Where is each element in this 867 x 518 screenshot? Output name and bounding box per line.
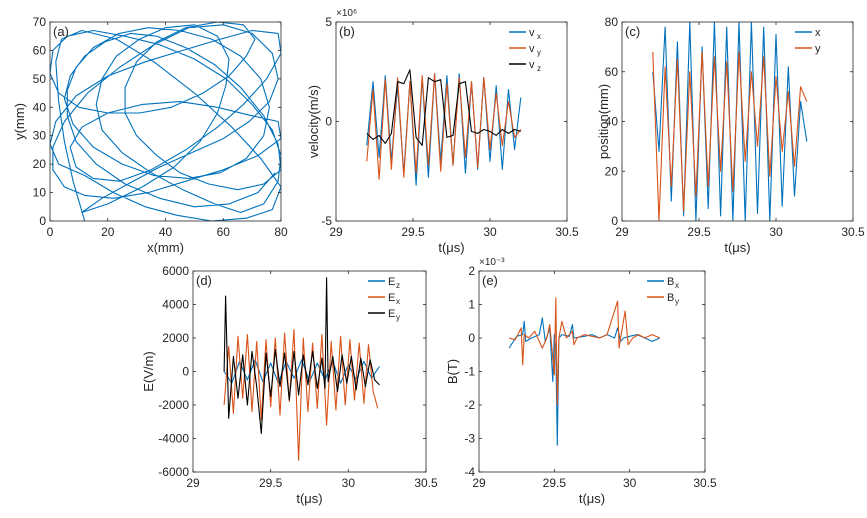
panel-d-ytick-label: -2000	[158, 398, 189, 412]
panel-d-ytick-label: 4000	[162, 298, 189, 312]
panel-e-ytick-label: -1	[464, 365, 475, 379]
panel-d-xtick-label: 29.5	[259, 476, 283, 490]
panel-e-legend-label: B	[667, 276, 674, 288]
panel-e-xtick-label: 29.5	[543, 476, 567, 490]
panel-a-xlabel: x(mm)	[147, 240, 184, 255]
panel-b-label: (b)	[339, 24, 355, 39]
panel-e-ylabel: B(T)	[445, 359, 460, 384]
panel-e-ytick-label: 1	[468, 298, 475, 312]
panel-b-ytick-label: -5	[321, 214, 332, 228]
panel-c-xtick-label: 29.5	[687, 225, 711, 239]
panel-c-ytick-label: 20	[605, 164, 619, 178]
panel-b-legend-label: v	[529, 43, 535, 55]
panel-a-ytick-label: 60	[33, 43, 47, 57]
panel-e-legend-subscript: x	[675, 281, 679, 290]
panel-c-xtick-label: 30	[769, 225, 783, 239]
panel-b-legend-label: v	[529, 59, 535, 71]
panel-d-xlabel: t(μs)	[296, 491, 322, 506]
panel-a-ytick-label: 0	[39, 214, 46, 228]
panel-d-legend-subscript: y	[396, 313, 400, 322]
panel-d-ytick-label: 2000	[162, 331, 189, 345]
panel-b-ytick-label: 0	[325, 115, 332, 129]
panel-a-ytick-label: 40	[33, 100, 47, 114]
panel-d-series-Ex	[223, 329, 379, 461]
panel-e-series-By	[508, 297, 661, 406]
panel-b-xtick-label: 29	[329, 225, 343, 239]
panel-a-axes-box	[49, 21, 282, 222]
panel-b-legend-label: v	[529, 27, 535, 39]
panel-a-xtick-label: 60	[217, 225, 231, 239]
panel-a-ytick-label: 70	[33, 15, 47, 29]
panel-a-ytick-label: 20	[33, 157, 47, 171]
panel-d-series-Ey	[223, 277, 380, 435]
panel-b-legend-subscript: y	[537, 48, 541, 57]
panel-e-legend-subscript: y	[675, 297, 679, 306]
panel-b-ytick-label: 5	[325, 15, 332, 29]
panel-e-legend-label: B	[667, 292, 674, 304]
panel-c-label: (c)	[625, 24, 640, 39]
panel-a-series-trajectory	[50, 22, 281, 221]
panel-c-xlabel: t(μs)	[724, 240, 750, 255]
panel-b-legend-subscript: z	[537, 64, 541, 73]
panel-c-ytick-label: 40	[605, 115, 619, 129]
panel-e-ytick-label: -4	[464, 465, 475, 479]
panel-b-xtick-label: 29.5	[401, 225, 425, 239]
panel-c-xtick-label: 29	[615, 225, 629, 239]
panel-e-xtick-label: 29	[472, 476, 486, 490]
panel-c-xtick-label: 30.5	[841, 225, 865, 239]
panel-b-y-exponent: ×10⁶	[336, 8, 357, 19]
panel-d-ytick-label: -6000	[158, 465, 189, 479]
panel-b-series-vy	[366, 73, 522, 180]
panel-e-ytick-label: -2	[464, 398, 475, 412]
panel-e-ytick-label: 0	[468, 331, 475, 345]
panel-b-xtick-label: 30	[483, 225, 497, 239]
panel-d-legend-label: E	[388, 308, 395, 320]
panel-e-xtick-label: 30.5	[693, 476, 717, 490]
panel-b-ylabel: velocity(m/s)	[306, 85, 321, 158]
panel-a-label: (a)	[53, 24, 69, 39]
panel-b-legend-subscript: x	[537, 32, 541, 41]
panel-a-xtick-label: 40	[159, 225, 173, 239]
panel-c-ylabel: position(mm)	[596, 84, 611, 159]
panel-e-ytick-label: 2	[468, 264, 475, 278]
panel-d-legend-subscript: z	[396, 281, 400, 290]
panel-d-ytick-label: 0	[182, 365, 189, 379]
panel-d-xtick-label: 30.5	[414, 476, 438, 490]
panel-e-xlabel: t(μs)	[579, 491, 605, 506]
panel-d-legend-subscript: x	[396, 297, 400, 306]
panel-d-legend-label: E	[388, 292, 395, 304]
panel-b-series-vz	[366, 69, 521, 146]
panel-a-xtick-label: 0	[47, 225, 54, 239]
panel-c-ytick-label: 80	[605, 15, 619, 29]
panel-d-label: (d)	[196, 273, 212, 288]
panel-a-ylabel: y(mm)	[12, 103, 27, 140]
panel-d-xtick-label: 30	[342, 476, 356, 490]
panel-a-xtick-label: 80	[274, 225, 288, 239]
panel-b-xtick-label: 30.5	[555, 225, 579, 239]
panel-e-ytick-label: -3	[464, 432, 475, 446]
panel-a-ytick-label: 30	[33, 129, 47, 143]
panel-e-series-Bx	[508, 317, 661, 446]
panel-b-xlabel: t(μs)	[438, 240, 464, 255]
panel-a-ytick-label: 10	[33, 186, 47, 200]
panel-d-ytick-label: 6000	[162, 264, 189, 278]
panel-a-xtick-label: 20	[101, 225, 115, 239]
panel-c-legend-label: y	[815, 43, 821, 55]
panel-d-ylabel: E(V/m)	[141, 351, 156, 391]
panel-e-xtick-label: 30	[623, 476, 637, 490]
panel-a-ytick-label: 50	[33, 72, 47, 86]
panel-c-series-y	[652, 51, 808, 221]
panel-d-ytick-label: -4000	[158, 432, 189, 446]
panel-e-label: (e)	[482, 273, 498, 288]
panel-c-ytick-label: 60	[605, 65, 619, 79]
panel-c-legend-label: x	[815, 27, 821, 39]
panel-e-y-exponent: ×10⁻³	[479, 257, 505, 268]
panel-d-xtick-label: 29	[186, 476, 200, 490]
panel-d-legend-label: E	[388, 276, 395, 288]
panel-c-ytick-label: 0	[611, 214, 618, 228]
